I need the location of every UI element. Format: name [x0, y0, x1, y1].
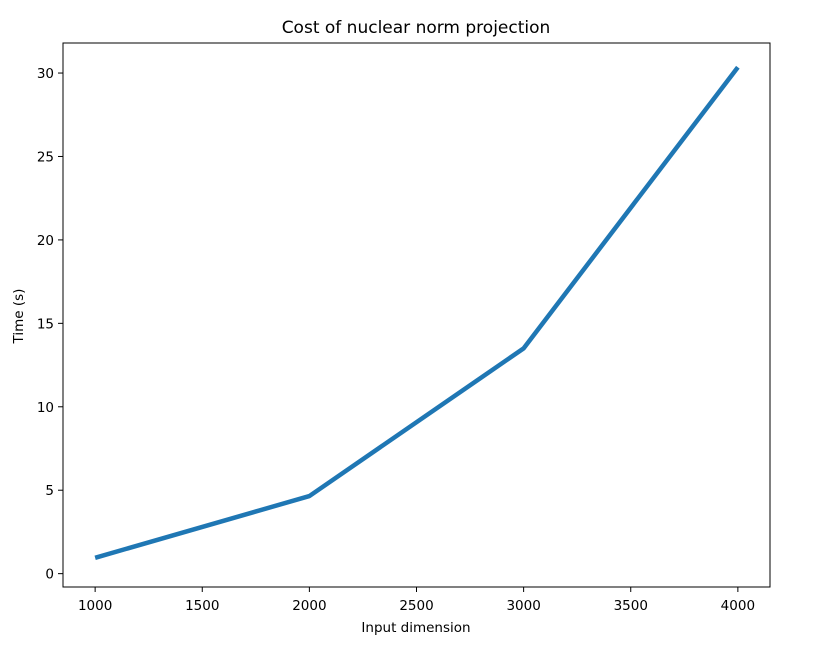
y-axis-label: Time (s) — [11, 289, 27, 345]
y-tick-label-20: 20 — [37, 233, 54, 249]
x-tick-label-2000: 2000 — [292, 598, 326, 614]
y-tick-label-0: 0 — [45, 567, 54, 583]
x-axis-label: Input dimension — [361, 620, 470, 636]
y-tick-label-30: 30 — [37, 66, 54, 82]
y-tick-label-25: 25 — [37, 149, 54, 165]
plot-area: 1000 1500 2000 2500 3000 3500 4000 0 5 10 15 20 25 30 — [37, 42, 771, 614]
x-tick-label-1500: 1500 — [185, 598, 219, 614]
y-tick-label-15: 15 — [37, 316, 54, 332]
series-line-0 — [94, 65, 740, 560]
y-tick-label-5: 5 — [45, 483, 54, 499]
x-tick-label-3500: 3500 — [614, 598, 648, 614]
x-tick-label-3000: 3000 — [506, 598, 540, 614]
x-tick-label-2500: 2500 — [399, 598, 433, 614]
y-tick-label-10: 10 — [37, 400, 54, 416]
chart-title: Cost of nuclear norm projection — [282, 18, 551, 38]
x-tick-label-1000: 1000 — [78, 598, 112, 614]
x-tick-label-4000: 4000 — [721, 598, 755, 614]
